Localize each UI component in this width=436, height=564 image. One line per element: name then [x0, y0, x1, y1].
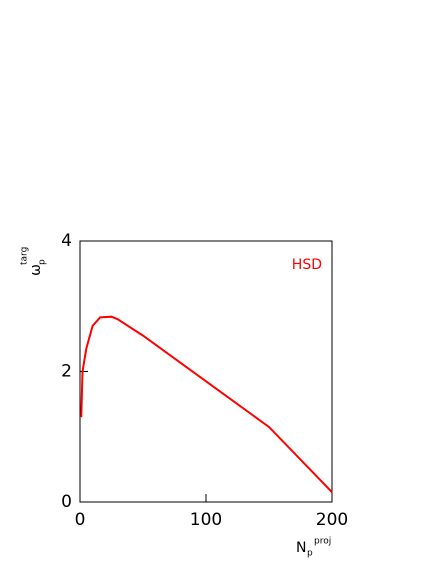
x-label-sup: proj	[314, 537, 331, 547]
x-tick-label: 200	[316, 510, 348, 530]
data-line	[80, 315, 333, 493]
y-tick-label: 4	[61, 231, 72, 251]
x-tick-label: 100	[190, 510, 222, 530]
y-label-sup: targ	[20, 247, 30, 265]
y-tick-label: 0	[61, 492, 72, 512]
y-tick-label: 2	[61, 362, 72, 382]
y-axis-label: ω targ p	[20, 247, 48, 276]
x-label-sub: p	[307, 549, 313, 559]
y-label-sub: p	[38, 259, 48, 265]
plot-frame	[79, 240, 333, 503]
x-axis-label: N p proj	[296, 537, 331, 559]
x-label-main: N	[296, 540, 306, 556]
y-label-main: ω	[28, 264, 44, 276]
legend-label: HSD	[292, 257, 322, 273]
x-tick-label: 0	[75, 510, 86, 530]
